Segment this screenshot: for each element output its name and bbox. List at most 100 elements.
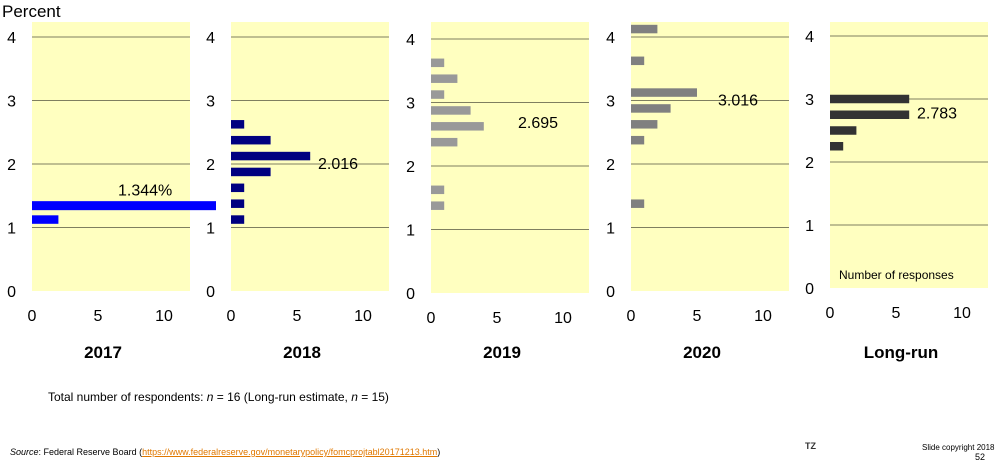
y-tick-label: 3	[805, 92, 814, 109]
bar	[431, 106, 471, 115]
footnote-mid: = 16 (Long-run estimate,	[213, 390, 352, 404]
bar	[231, 215, 245, 224]
plot-area-background	[830, 22, 988, 288]
bar	[631, 199, 645, 208]
bar	[431, 58, 445, 68]
x-tick-label: 0	[826, 305, 835, 322]
panel-title: 2019	[483, 343, 521, 362]
bar	[631, 24, 658, 34]
y-tick-label: 2	[206, 157, 215, 174]
plot-area-background	[32, 22, 190, 291]
bar	[431, 74, 458, 83]
y-tick-label: 3	[206, 94, 215, 111]
y-tick-label: 3	[7, 94, 16, 111]
median-label: 2.695	[518, 115, 558, 132]
x-tick-label: 0	[227, 308, 236, 325]
panel-title: Long-run	[864, 343, 939, 362]
bar	[631, 88, 697, 97]
median-label: 1.344%	[118, 183, 172, 200]
x-tick-label: 5	[493, 310, 502, 327]
x-tick-label: 5	[693, 308, 702, 325]
panel-2018: 0 1 2 3 4 0 5 10 2.016 2018	[206, 22, 389, 362]
panel-2020: 0 1 2 3 4 0 5 10 3.016 2020	[606, 22, 789, 362]
footnote-suffix: = 15)	[357, 390, 389, 404]
median-bar	[32, 201, 216, 211]
page-number: 52	[975, 452, 986, 462]
footnote-n2: n	[351, 390, 358, 404]
bar	[431, 201, 445, 210]
source-text: : Federal Reserve Board (	[38, 447, 143, 457]
y-tick-label: 4	[606, 30, 615, 47]
panel-title: 2020	[683, 343, 721, 362]
y-tick-label: 1	[7, 221, 16, 238]
source-note: Source: Federal Reserve Board (https://w…	[10, 447, 440, 457]
median-label: 2.016	[318, 156, 358, 173]
bar	[631, 120, 658, 129]
bar	[830, 110, 910, 119]
x-tick-label: 10	[554, 310, 572, 327]
tz-logo: TZ	[805, 441, 816, 451]
panel-long-run: 0 1 2 3 4 0 5 10 2.783 Number of responses Long-ru…	[805, 22, 988, 362]
x-tick-label: 0	[427, 310, 436, 327]
median-label: 2.783	[917, 106, 957, 123]
bar	[830, 126, 857, 135]
bar	[631, 56, 645, 66]
x-tick-label: 5	[293, 308, 302, 325]
bar	[231, 199, 245, 208]
y-tick-label: 1	[406, 223, 415, 240]
bar	[231, 151, 311, 161]
bar	[231, 120, 245, 129]
bar	[631, 104, 671, 113]
bar	[32, 215, 59, 224]
y-tick-label: 1	[206, 221, 215, 238]
y-tick-label: 2	[7, 157, 16, 174]
y-tick-label: 3	[606, 94, 615, 111]
bar	[231, 183, 245, 193]
y-tick-label: 1	[606, 221, 615, 238]
copyright-note: Slide copyright 2018	[922, 443, 995, 452]
x-tick-label: 10	[354, 308, 372, 325]
y-unit-label: Percent	[2, 2, 61, 21]
source-link[interactable]: https://www.federalreserve.gov/monetaryp…	[142, 447, 438, 457]
source-close: )	[437, 447, 441, 457]
x-tick-label: 5	[892, 305, 901, 322]
y-tick-label: 0	[606, 284, 615, 301]
panel-title: 2018	[283, 343, 321, 362]
bar	[631, 135, 645, 145]
y-tick-label: 0	[206, 284, 215, 301]
respondents-footnote: Total number of respondents: n = 16 (Lon…	[48, 390, 389, 404]
median-label: 3.016	[718, 92, 758, 109]
bar	[830, 142, 844, 151]
x-tick-label: 10	[155, 308, 173, 325]
y-tick-label: 2	[606, 157, 615, 174]
y-tick-label: 4	[7, 30, 16, 47]
y-tick-label: 4	[805, 29, 814, 46]
y-tick-label: 4	[206, 30, 215, 47]
bar	[431, 185, 445, 195]
bar	[431, 122, 484, 131]
y-tick-label: 1	[805, 218, 814, 235]
panel-title: 2017	[84, 343, 122, 362]
x-tick-label: 5	[94, 308, 103, 325]
x-tick-label: 0	[627, 308, 636, 325]
plot-area-background	[431, 22, 589, 293]
y-tick-label: 0	[805, 281, 814, 298]
bar	[431, 137, 458, 147]
x-tick-label: 0	[28, 308, 37, 325]
panel-2019: 0 1 2 3 4 0 5 10 2.695 2019	[406, 22, 589, 362]
annotation-label: Number of responses	[839, 268, 954, 282]
bar	[231, 135, 271, 145]
footnote-prefix: Total number of respondents:	[48, 390, 207, 404]
y-tick-label: 4	[406, 32, 415, 49]
x-tick-label: 10	[953, 305, 971, 322]
footnote-n1: n	[206, 390, 214, 404]
y-tick-label: 3	[406, 96, 415, 113]
y-tick-label: 0	[7, 284, 16, 301]
bar	[830, 94, 910, 104]
y-tick-label: 0	[406, 286, 415, 303]
bar	[431, 90, 445, 99]
plot-area-background	[631, 22, 789, 291]
y-tick-label: 2	[805, 155, 814, 172]
